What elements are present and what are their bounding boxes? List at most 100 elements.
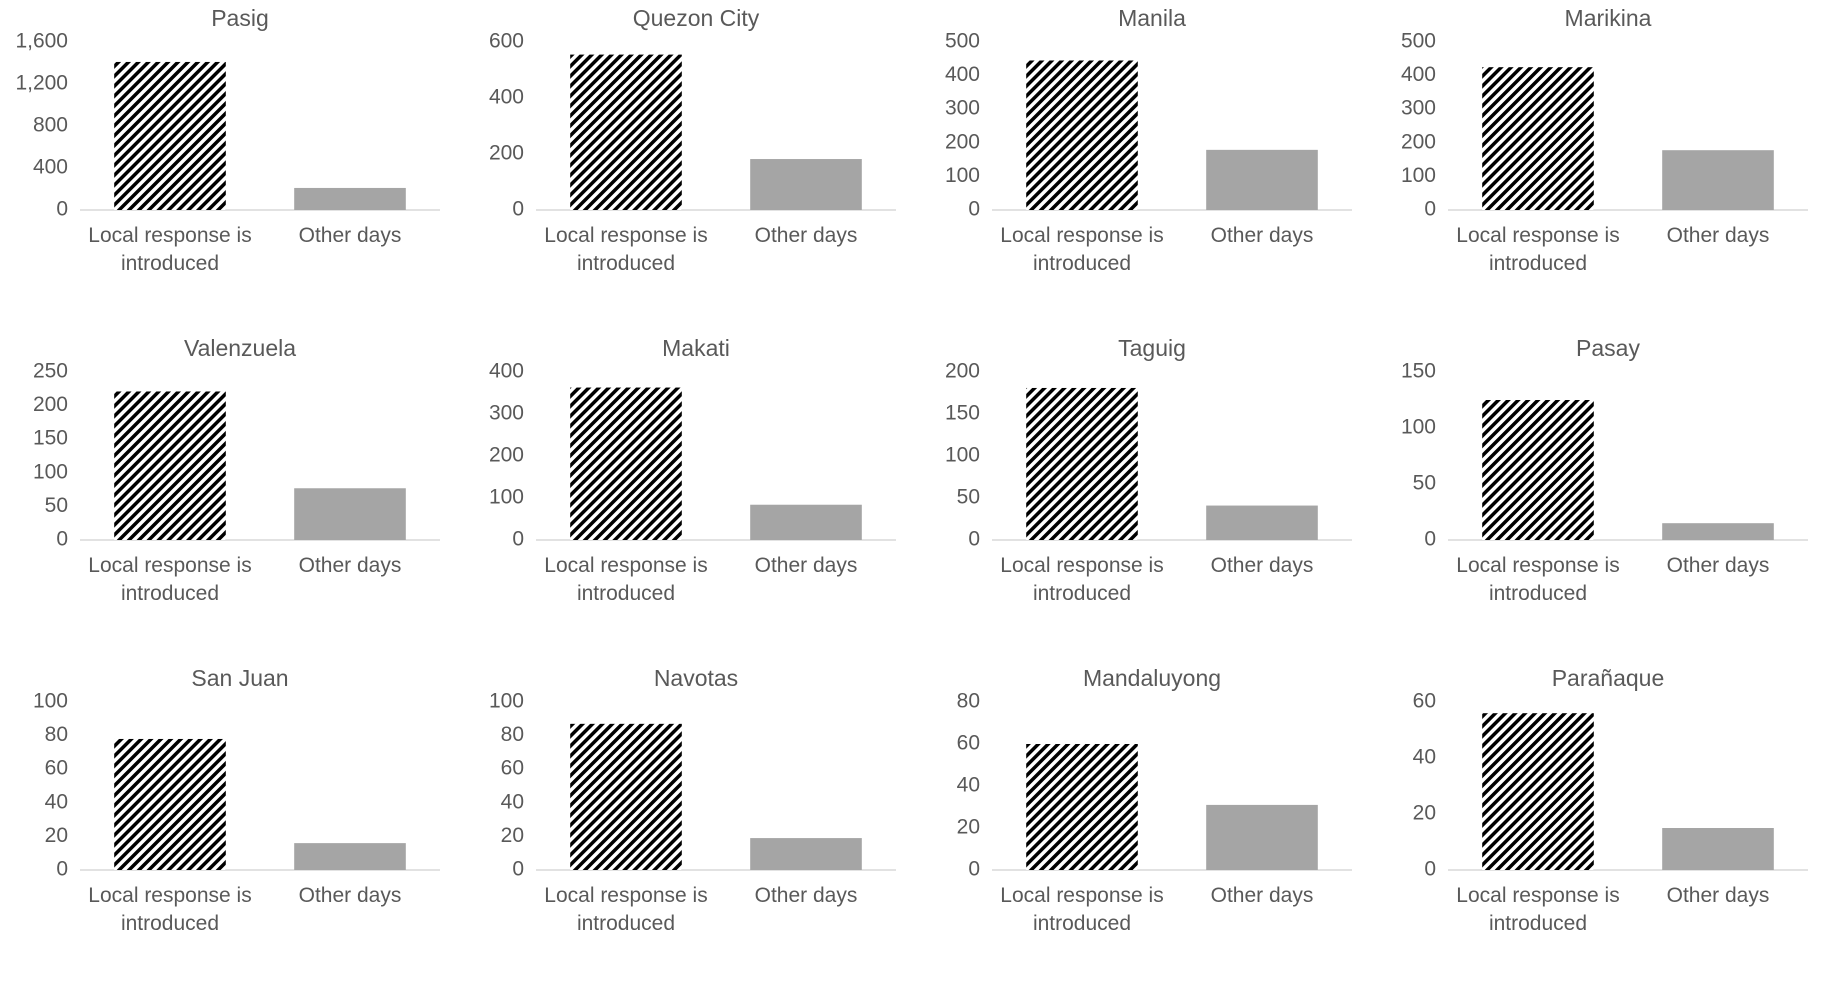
x-tick-label: Other days <box>754 554 858 577</box>
y-tick-label: 100 <box>945 164 980 187</box>
bar <box>1482 713 1594 870</box>
chart: Quezon City 0 200 400 600 <box>489 5 896 221</box>
y-tick-label: 400 <box>945 63 980 86</box>
bar <box>294 488 406 540</box>
x-tick-label: Local response is introduced <box>88 554 252 605</box>
x-tick-label: Other days <box>1210 884 1314 907</box>
y-tick-label: 40 <box>45 790 68 813</box>
bar <box>1662 828 1774 870</box>
y-tick-label: 60 <box>957 732 980 755</box>
y-tick-label: 0 <box>1424 198 1436 221</box>
y-tick-label: 40 <box>1413 746 1436 769</box>
chart-title: Navotas <box>654 665 738 691</box>
y-tick-label: 200 <box>33 393 68 416</box>
y-tick-label: 0 <box>512 198 524 221</box>
y-tick-label: 100 <box>1401 416 1436 439</box>
x-tick-label: Other days <box>298 554 402 577</box>
y-tick-label: 200 <box>1401 130 1436 153</box>
x-tick-label: Local response is introduced <box>1456 884 1620 935</box>
chart: Valenzuela 0 50 100 150 200 250 <box>33 335 440 551</box>
x-tick-label: Other days <box>298 884 402 907</box>
x-tick-label: Other days <box>1210 554 1314 577</box>
bar <box>1026 60 1138 211</box>
y-tick-label: 200 <box>945 130 980 153</box>
bar <box>570 387 682 540</box>
y-tick-label: 100 <box>33 460 68 483</box>
y-tick-label: 400 <box>33 156 68 179</box>
y-tick-label: 100 <box>489 486 524 509</box>
x-tick-label: Other days <box>1666 884 1770 907</box>
y-tick-label: 400 <box>1401 63 1436 86</box>
y-tick-label: 200 <box>945 360 980 383</box>
bar <box>294 187 406 210</box>
y-tick-label: 100 <box>489 690 524 713</box>
y-tick-label: 0 <box>56 528 68 551</box>
y-tick-label: 0 <box>968 528 980 551</box>
chart-title: Parañaque <box>1552 665 1665 691</box>
y-tick-label: 50 <box>45 494 68 517</box>
chart-title: Marikina <box>1565 5 1652 31</box>
y-tick-label: 20 <box>501 824 524 847</box>
y-tick-label: 400 <box>489 86 524 109</box>
y-tick-label: 50 <box>1413 472 1436 495</box>
bar <box>570 723 682 870</box>
chart: Taguig 0 50 100 150 200 <box>945 335 1352 551</box>
y-tick-label: 200 <box>489 444 524 467</box>
chart-title: Mandaluyong <box>1083 665 1221 691</box>
y-tick-label: 400 <box>489 360 524 383</box>
bar <box>1026 744 1138 870</box>
y-tick-label: 80 <box>45 723 68 746</box>
chart: Parañaque 0 20 40 60 <box>1413 665 1808 881</box>
bar <box>1482 67 1594 210</box>
y-tick-label: 80 <box>501 723 524 746</box>
chart-title: Valenzuela <box>184 335 296 361</box>
chart: Mandaluyong 0 20 40 60 80 <box>957 665 1352 881</box>
y-tick-label: 100 <box>945 444 980 467</box>
chart: Manila 0 100 200 300 400 500 <box>945 5 1352 221</box>
y-tick-label: 20 <box>957 816 980 839</box>
y-tick-label: 600 <box>489 30 524 53</box>
bar <box>114 738 226 870</box>
y-tick-label: 200 <box>489 142 524 165</box>
y-tick-label: 500 <box>1401 30 1436 53</box>
y-tick-label: 300 <box>1401 97 1436 120</box>
x-tick-label: Local response is introduced <box>544 224 708 275</box>
y-tick-label: 150 <box>33 427 68 450</box>
chart-title: Makati <box>662 335 730 361</box>
x-tick-label: Local response is introduced <box>1000 224 1164 275</box>
y-tick-label: 20 <box>45 824 68 847</box>
x-tick-label: Other days <box>754 224 858 247</box>
chart: Navotas 0 20 40 60 80 100 <box>489 665 896 881</box>
y-tick-label: 300 <box>945 97 980 120</box>
y-tick-label: 80 <box>957 690 980 713</box>
y-tick-label: 0 <box>56 858 68 881</box>
chart-title: Taguig <box>1118 335 1186 361</box>
y-tick-label: 800 <box>33 114 68 137</box>
y-tick-label: 1,600 <box>15 30 68 53</box>
bar <box>114 391 226 540</box>
bar <box>750 838 862 870</box>
y-tick-label: 60 <box>501 757 524 780</box>
x-tick-label: Other days <box>1666 224 1770 247</box>
x-tick-label: Other days <box>754 884 858 907</box>
x-tick-label: Local response is introduced <box>544 884 708 935</box>
chart-title: San Juan <box>191 665 288 691</box>
y-tick-label: 0 <box>1424 528 1436 551</box>
bar <box>114 61 226 211</box>
x-tick-label: Local response is introduced <box>1000 554 1164 605</box>
bar <box>750 504 862 540</box>
x-tick-label: Local response is introduced <box>88 884 252 935</box>
y-tick-label: 0 <box>968 198 980 221</box>
x-tick-label: Local response is introduced <box>1000 884 1164 935</box>
bar <box>1662 150 1774 210</box>
bar <box>1662 523 1774 540</box>
y-tick-label: 100 <box>1401 164 1436 187</box>
y-tick-label: 500 <box>945 30 980 53</box>
y-tick-label: 250 <box>33 360 68 383</box>
y-tick-label: 150 <box>1401 360 1436 383</box>
x-tick-label: Local response is introduced <box>1456 554 1620 605</box>
x-tick-label: Other days <box>1666 554 1770 577</box>
y-tick-label: 60 <box>45 757 68 780</box>
bar <box>1206 505 1318 540</box>
